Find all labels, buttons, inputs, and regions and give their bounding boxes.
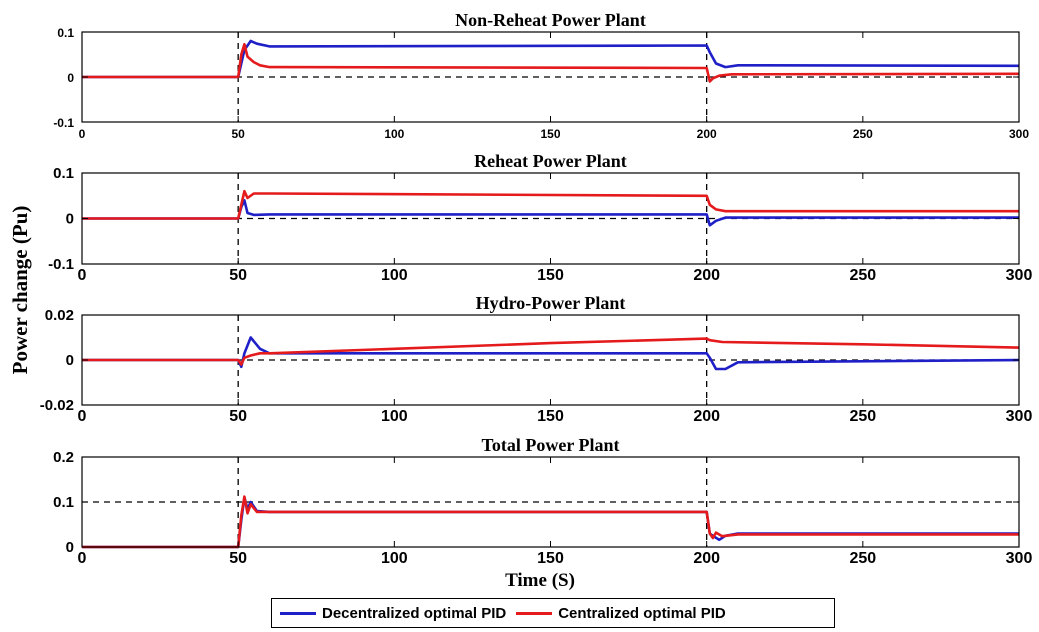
legend: Decentralized optimal PID Centralized op…	[271, 598, 835, 628]
series-line-decentralized	[82, 39, 1020, 79]
y-tick-label: -0.02	[40, 397, 74, 414]
panel-title: Reheat Power Plant	[474, 151, 627, 171]
x-tick-label: 100	[381, 550, 408, 567]
x-tick-label: 0	[79, 127, 86, 141]
x-tick-label: 100	[381, 408, 408, 425]
x-tick-label: 300	[1006, 550, 1033, 567]
x-tick-label: 200	[697, 127, 717, 141]
x-tick-label: 200	[693, 550, 720, 567]
series-line-decentralized	[82, 496, 1019, 549]
y-tick-label: 0.1	[53, 494, 74, 511]
x-tick-label: 150	[537, 408, 564, 425]
y-tick-label: 0	[66, 539, 74, 556]
y-tick-label: 0	[67, 71, 74, 85]
series-line-decentralized	[82, 199, 1019, 227]
x-tick-label: 100	[381, 267, 408, 284]
x-tick-label: 300	[1009, 127, 1029, 141]
legend-swatch-centralized	[516, 611, 553, 615]
x-tick-label: 0	[78, 408, 87, 425]
y-tick-label: 0.1	[57, 26, 74, 40]
y-tick-label: 0.02	[45, 307, 74, 324]
panel-1: Non-Reheat Power Plant 0 50 100 150 200 250 300…	[53, 10, 1029, 141]
x-tick-label: 250	[853, 127, 873, 141]
x-tick-label: 200	[693, 408, 720, 425]
panel-4: Total Power Plant 0 50 100 150 200 250 300 0 0.1 0…	[53, 435, 1032, 567]
x-tick-label: 250	[849, 267, 876, 284]
x-tick-label: 50	[229, 550, 247, 567]
x-tick-label: 50	[229, 408, 247, 425]
panel-title: Non-Reheat Power Plant	[455, 10, 646, 30]
x-tick-label: 300	[1006, 267, 1033, 284]
x-tick-label: 0	[78, 267, 87, 284]
y-tick-label: 0.1	[53, 165, 74, 182]
y-axis-label: Power change (Pu)	[8, 206, 32, 375]
panel-title: Hydro-Power Plant	[476, 293, 626, 313]
x-tick-label: 300	[1006, 408, 1033, 425]
legend-entry-decentralized: Decentralized optimal PID	[280, 605, 506, 622]
legend-entry-centralized: Centralized optimal PID	[516, 605, 726, 622]
panel-3: Hydro-Power Plant 0 50 100 150 200 250 300 -0.02…	[40, 293, 1033, 425]
x-tick-label: 250	[849, 550, 876, 567]
y-tick-label: 0	[66, 352, 74, 369]
chart-svg: Non-Reheat Power Plant 0 50 100 150 200 250 300…	[8, 10, 1033, 591]
x-tick-label: 0	[78, 550, 87, 567]
y-tick-label: -0.1	[48, 256, 74, 273]
y-tick-label: 0	[66, 211, 74, 228]
panel-title: Total Power Plant	[482, 435, 620, 455]
x-tick-label: 150	[537, 550, 564, 567]
series-line-centralized	[82, 337, 1020, 366]
x-tick-label: 100	[384, 127, 404, 141]
series-line-centralized	[82, 42, 1020, 83]
x-tick-label: 50	[229, 267, 247, 284]
legend-label-decentralized: Decentralized optimal PID	[322, 604, 507, 622]
y-tick-label: -0.1	[53, 116, 74, 130]
legend-swatch-decentralized	[280, 611, 316, 615]
x-tick-label: 150	[540, 127, 560, 141]
panel-2: Reheat Power Plant 0 50 100 150 200 250 300 -0.1…	[48, 151, 1032, 284]
x-tick-label: 50	[231, 127, 245, 141]
series-line-centralized	[82, 189, 1019, 220]
x-tick-label: 150	[537, 267, 564, 284]
series-line-centralized	[82, 495, 1019, 549]
y-tick-label: 0.2	[53, 449, 74, 466]
x-axis-label: Time (S)	[505, 570, 575, 591]
x-tick-label: 250	[849, 408, 876, 425]
x-tick-label: 200	[693, 267, 720, 284]
legend-label-centralized: Centralized optimal PID	[558, 604, 726, 622]
